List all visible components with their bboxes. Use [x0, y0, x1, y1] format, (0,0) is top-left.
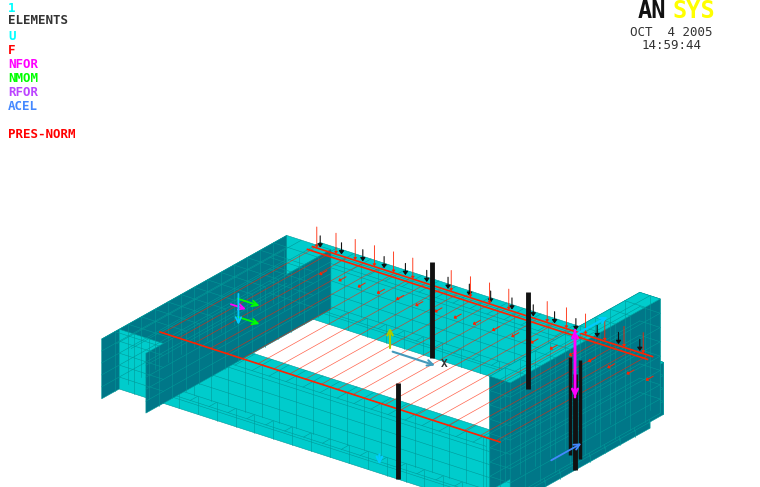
Polygon shape — [514, 362, 663, 487]
Polygon shape — [160, 332, 500, 487]
Polygon shape — [147, 244, 324, 337]
Polygon shape — [310, 248, 650, 410]
Polygon shape — [300, 243, 660, 364]
Text: ELEMENTS: ELEMENTS — [8, 14, 68, 27]
Polygon shape — [500, 410, 650, 487]
Text: X: X — [441, 359, 448, 369]
Text: NMOM: NMOM — [8, 72, 38, 85]
Polygon shape — [119, 329, 163, 403]
Polygon shape — [160, 248, 310, 384]
Polygon shape — [486, 354, 663, 447]
Polygon shape — [160, 300, 310, 402]
Text: OCT  4 2005: OCT 4 2005 — [630, 26, 713, 39]
Polygon shape — [310, 300, 650, 428]
Text: 1: 1 — [8, 2, 15, 15]
Polygon shape — [150, 297, 320, 387]
Polygon shape — [102, 235, 287, 399]
Polygon shape — [489, 376, 510, 487]
Polygon shape — [296, 244, 324, 304]
Polygon shape — [147, 328, 173, 389]
Polygon shape — [636, 354, 663, 414]
Text: SYS: SYS — [672, 0, 714, 23]
Text: RFOR: RFOR — [8, 86, 38, 99]
Polygon shape — [269, 245, 313, 319]
Polygon shape — [489, 407, 660, 487]
Polygon shape — [640, 292, 660, 413]
Polygon shape — [500, 358, 663, 447]
Polygon shape — [489, 292, 640, 487]
Polygon shape — [489, 292, 660, 383]
Text: F: F — [8, 44, 15, 57]
Polygon shape — [500, 358, 650, 487]
Polygon shape — [150, 326, 510, 448]
Polygon shape — [302, 296, 657, 414]
Text: ACEL: ACEL — [8, 100, 38, 113]
Text: 14:59:44: 14:59:44 — [642, 39, 702, 52]
Polygon shape — [146, 250, 331, 413]
Text: PRES-NORM: PRES-NORM — [8, 128, 75, 141]
Polygon shape — [510, 299, 660, 487]
Text: AN: AN — [638, 0, 667, 23]
Text: NFOR: NFOR — [8, 58, 38, 71]
Polygon shape — [102, 235, 331, 353]
Polygon shape — [490, 436, 510, 487]
Polygon shape — [160, 384, 500, 487]
Polygon shape — [486, 438, 514, 487]
Polygon shape — [153, 380, 508, 487]
Text: U: U — [8, 30, 15, 43]
